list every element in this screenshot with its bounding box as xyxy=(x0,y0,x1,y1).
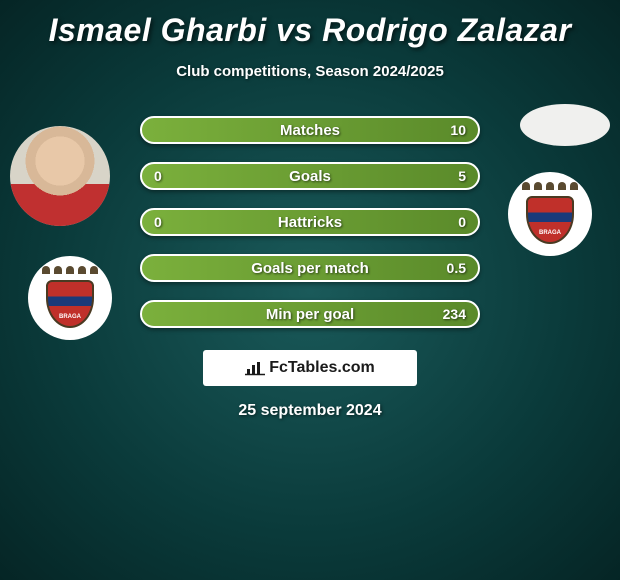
brand-text: FcTables.com xyxy=(269,359,375,377)
stat-right-value: 234 xyxy=(443,306,466,322)
page-title: Ismael Gharbi vs Rodrigo Zalazar xyxy=(0,0,620,49)
crest-icon xyxy=(42,266,98,330)
player-right-avatar xyxy=(520,104,610,146)
stats-column: Matches 10 0 Goals 5 0 Hattricks 0 Goals… xyxy=(140,116,480,328)
stat-left-value: 0 xyxy=(154,214,162,230)
face-placeholder-icon xyxy=(10,126,110,226)
bar-chart-icon xyxy=(245,360,265,376)
stat-right-value: 0 xyxy=(458,214,466,230)
stat-label: Min per goal xyxy=(266,306,354,323)
club-right-badge xyxy=(508,172,592,256)
stat-right-value: 0.5 xyxy=(447,260,466,276)
crest-icon xyxy=(522,182,578,246)
card-body: Matches 10 0 Goals 5 0 Hattricks 0 Goals… xyxy=(0,116,620,420)
brand-badge[interactable]: FcTables.com xyxy=(203,350,417,386)
player-left-avatar xyxy=(10,126,110,226)
stat-row: Goals per match 0.5 xyxy=(140,254,480,282)
stat-label: Matches xyxy=(280,122,340,139)
date-text: 25 september 2024 xyxy=(0,402,620,420)
subtitle: Club competitions, Season 2024/2025 xyxy=(0,63,620,80)
club-left-badge xyxy=(28,256,112,340)
stat-label: Goals xyxy=(289,168,331,185)
stat-label: Hattricks xyxy=(278,214,342,231)
stat-left-value: 0 xyxy=(154,168,162,184)
stat-label: Goals per match xyxy=(251,260,369,277)
stat-row: 0 Hattricks 0 xyxy=(140,208,480,236)
comparison-card: Ismael Gharbi vs Rodrigo Zalazar Club co… xyxy=(0,0,620,580)
stat-row: Min per goal 234 xyxy=(140,300,480,328)
stat-row: 0 Goals 5 xyxy=(140,162,480,190)
stat-right-value: 10 xyxy=(450,122,466,138)
stat-right-value: 5 xyxy=(458,168,466,184)
stat-row: Matches 10 xyxy=(140,116,480,144)
